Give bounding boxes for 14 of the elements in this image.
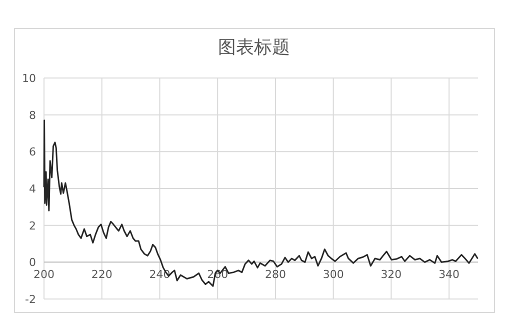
x-tick-label: 340 <box>438 268 460 282</box>
x-tick-label: 320 <box>380 268 402 282</box>
y-tick-label: -2 <box>25 293 36 306</box>
x-tick-label: 200 <box>34 268 54 282</box>
y-tick-label: 2 <box>29 219 36 232</box>
chart-title: 图表标题 <box>218 37 290 58</box>
y-tick-label: 8 <box>29 108 36 122</box>
y-tick-label: 0 <box>29 256 36 270</box>
x-tick-label: 300 <box>322 268 344 282</box>
y-tick-label: 10 <box>22 72 36 85</box>
y-tick-label: 4 <box>29 182 36 196</box>
y-tick-label: 6 <box>29 146 36 159</box>
x-tick-label: 220 <box>91 268 112 282</box>
x-tick-label: 280 <box>264 268 286 282</box>
